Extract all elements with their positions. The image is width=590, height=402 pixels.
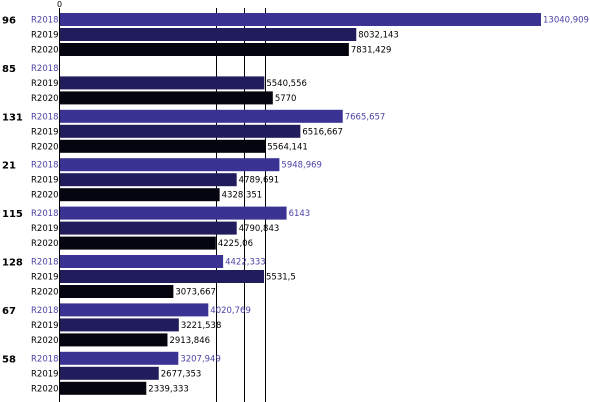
category-label: 58 [2, 354, 16, 365]
data-label: 5770 [275, 94, 297, 104]
series-label: R2018 [31, 112, 59, 122]
data-label: 7831,429 [351, 46, 392, 56]
series-label: R2019 [31, 176, 59, 186]
bar [60, 270, 265, 283]
series-label: R2019 [31, 31, 59, 41]
data-label: 5948,969 [281, 161, 322, 171]
category-label: 96 [2, 16, 16, 27]
series-label: R2019 [31, 369, 59, 379]
category-label: 128 [2, 258, 23, 269]
bar [60, 255, 224, 268]
data-label: 4790,843 [239, 224, 280, 234]
series-label: R2018 [31, 306, 59, 316]
series-label: R2018 [31, 209, 59, 219]
bar [60, 333, 168, 347]
category-label: 67 [2, 306, 16, 317]
grid-layer [216, 8, 266, 402]
data-label: 4225,06 [218, 239, 253, 249]
series-label: R2018 [31, 64, 59, 74]
series-label: R2020 [31, 288, 59, 298]
bar [60, 285, 174, 298]
bar [60, 173, 237, 187]
series-label: R2019 [31, 79, 59, 89]
bar [60, 124, 301, 138]
data-label: 4328,351 [222, 191, 263, 201]
series-label: R2018 [31, 354, 59, 364]
data-label: 4020,769 [210, 306, 251, 316]
data-label: 6143 [289, 209, 311, 219]
bar [60, 91, 273, 105]
bar [60, 158, 280, 172]
category-label: 85 [2, 64, 16, 75]
bar [60, 318, 179, 332]
bar [60, 303, 209, 317]
bar [60, 28, 357, 41]
series-label: R2020 [31, 384, 59, 394]
bar [60, 76, 265, 90]
bar [60, 13, 541, 26]
series-label: R2020 [31, 94, 59, 104]
series-label: R2020 [31, 336, 59, 346]
data-label: 3073,667 [175, 288, 216, 298]
bar [60, 236, 216, 250]
data-label: 7665,657 [345, 112, 386, 122]
category-label: 115 [2, 209, 23, 220]
series-label: R2019 [31, 127, 59, 137]
data-label: 2677,353 [161, 369, 202, 379]
series-label: R2020 [31, 239, 59, 249]
data-label: 4789,691 [239, 176, 280, 186]
data-label: 3221,538 [181, 321, 222, 331]
label-layer: 96 R2018 13040,909 R2019 8032,143 R2020 7831,4… [2, 16, 589, 395]
data-label: 13040,909 [543, 16, 589, 26]
data-label: 2339,333 [148, 384, 189, 394]
series-label: R2020 [31, 191, 59, 201]
data-label: 8032,143 [358, 31, 399, 41]
bar [60, 381, 147, 395]
data-label: 3207,949 [180, 354, 221, 364]
series-label: R2018 [31, 258, 59, 268]
bar [60, 206, 287, 220]
data-label: 5564,141 [267, 142, 308, 152]
bar [60, 351, 179, 365]
data-label: 6516,667 [302, 127, 343, 137]
series-label: R2019 [31, 321, 59, 331]
bar-layer [60, 13, 541, 395]
data-label: 5531,5 [266, 273, 296, 283]
bar [60, 43, 349, 56]
series-label: R2019 [31, 224, 59, 234]
series-label: R2018 [31, 16, 59, 26]
bar [60, 109, 343, 123]
series-label: R2020 [31, 142, 59, 152]
series-label: R2018 [31, 161, 59, 171]
data-label: 2913,846 [169, 336, 210, 346]
category-label: 21 [2, 161, 16, 172]
bar [60, 366, 159, 380]
series-label: R2019 [31, 273, 59, 283]
x-tick-label-zero: 0 [57, 0, 62, 9]
bar [60, 139, 266, 153]
data-label: 4422,333 [225, 258, 266, 268]
bar [60, 188, 220, 202]
bar [60, 221, 237, 235]
data-label: 5540,556 [266, 79, 307, 89]
series-label: R2020 [31, 46, 59, 56]
category-label: 131 [2, 112, 23, 123]
